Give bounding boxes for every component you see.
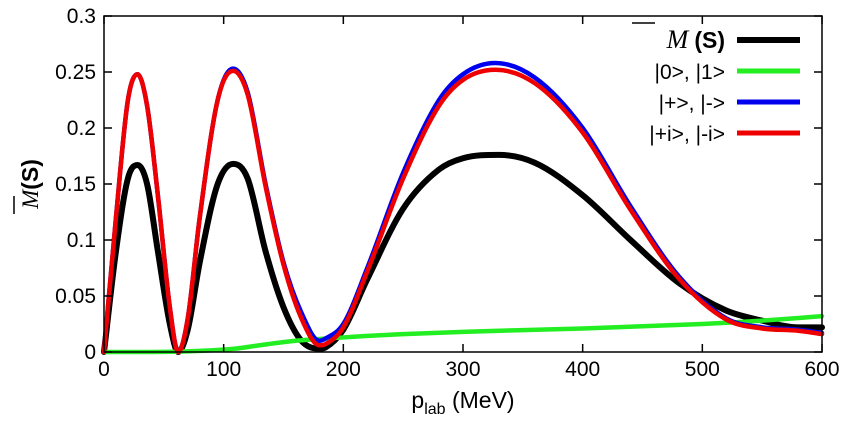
legend-entry-0-1: |0>, |1> [655, 61, 800, 84]
x-tick-label: 0 [98, 358, 110, 381]
legend-entry-plus-i-minus-i: |+i>, |-i> [649, 123, 800, 146]
y-tick-label: 0 [84, 341, 96, 364]
legend-label-0-1: |0>, |1> [655, 61, 725, 84]
legend-label-m-arg: (S) [694, 27, 725, 53]
y-tick-label: 0.25 [55, 61, 96, 84]
y-axis-title-arg: (S) [17, 159, 43, 190]
legend-label-m-symbol: M [666, 25, 690, 54]
x-tick-label: 300 [445, 358, 480, 381]
y-axis-title-symbol: M [18, 188, 43, 210]
y-axis-title: M(S) [13, 159, 43, 214]
x-axis-title-unit: (MeV) [446, 387, 515, 413]
y-tick-label: 0.3 [67, 5, 96, 28]
series-layer [101, 60, 825, 355]
x-tick-label: 500 [685, 358, 720, 381]
series-line-3 [101, 67, 825, 355]
ticks-layer: 0 100 200 300 400 500 600 0 0.05 0.1 0.15 0.2 0.25 0.… [55, 5, 839, 381]
series-line-0 [101, 151, 825, 355]
legend: M (S) |0>, |1> |+>, |-> |+i>, |-i> [632, 22, 800, 146]
x-axis-title-sub: lab [424, 401, 445, 418]
svg-text:M(S): M(S) [17, 159, 43, 210]
y-tick-label: 0.1 [67, 229, 96, 252]
x-tick-label: 600 [804, 358, 839, 381]
x-tick-label: 200 [326, 358, 361, 381]
y-tick-label: 0.05 [55, 285, 96, 308]
legend-label-plus-minus: |+>, |-> [659, 92, 725, 115]
x-axis-title-main: p [411, 387, 424, 413]
series-line-1 [101, 313, 825, 355]
legend-entry-m-s: M (S) [632, 22, 800, 54]
svg-text:M(S): M(S) [666, 25, 725, 54]
y-tick-label: 0.2 [67, 117, 96, 140]
legend-entry-plus-minus: |+>, |-> [659, 92, 800, 115]
x-axis-title: plab (MeV) [411, 387, 514, 418]
x-tick-label: 400 [565, 358, 600, 381]
x-tick-label: 100 [206, 358, 241, 381]
legend-label-plus-i-minus-i: |+i>, |-i> [649, 123, 725, 146]
y-tick-label: 0.15 [55, 173, 96, 196]
